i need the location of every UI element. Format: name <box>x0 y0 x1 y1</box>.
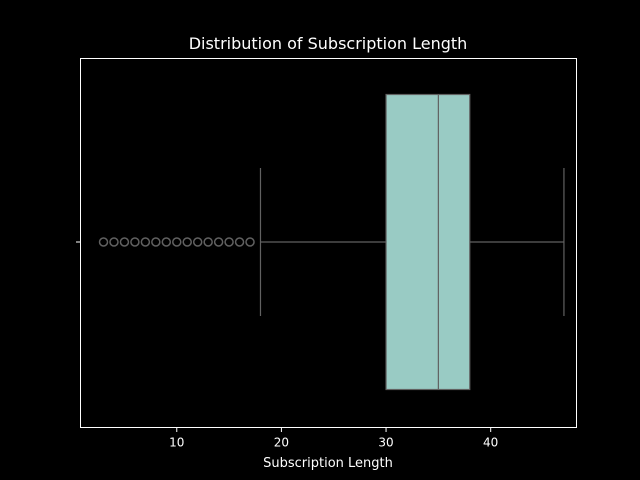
x-tick-label: 40 <box>483 436 498 450</box>
x-tick-label: 30 <box>378 436 393 450</box>
outlier-point <box>234 237 245 247</box>
x-tick-label: 20 <box>274 436 289 450</box>
x-axis-ticks: 10 20 30 40 <box>169 427 498 450</box>
chart-marks <box>76 93 565 391</box>
outlier-point <box>130 237 140 247</box>
x-axis-label: Subscription Length <box>263 456 393 471</box>
outlier-point <box>98 237 109 247</box>
outlier-point <box>140 237 151 247</box>
outlier-point <box>245 237 255 247</box>
outlier-point <box>109 237 119 247</box>
outlier-point <box>203 237 213 247</box>
iqr-box <box>385 93 471 391</box>
outlier-point <box>192 237 203 247</box>
outlier-point <box>182 237 192 247</box>
outlier-point <box>161 237 172 247</box>
plot-area-frame <box>80 58 577 428</box>
outlier-point <box>119 237 130 247</box>
outlier-point <box>213 237 224 247</box>
outlier-point <box>151 237 161 247</box>
x-tick-label: 10 <box>169 436 184 450</box>
chart-title: Distribution of Subscription Length <box>189 34 468 53</box>
outlier-point <box>172 237 182 247</box>
outlier-point <box>224 237 234 247</box>
